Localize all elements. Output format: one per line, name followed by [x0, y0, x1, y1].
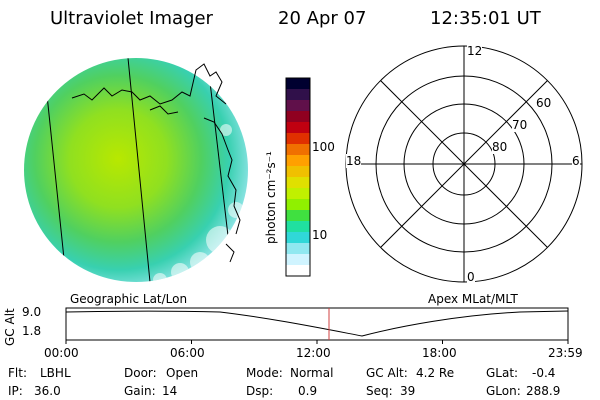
- footer-door-label: Door:: [124, 366, 157, 380]
- colorbar-stripe: [286, 89, 310, 101]
- timeline-xtick-2359: 23:59: [548, 346, 583, 360]
- timeline-xtick-0600: 06:00: [170, 346, 205, 360]
- colorbar-stripe: [286, 232, 310, 244]
- footer-mode-value: Normal: [290, 366, 334, 380]
- timeline-xtick-1200: 12:00: [296, 346, 331, 360]
- footer-dsp-label: Dsp:: [246, 384, 274, 398]
- date-label: 20 Apr 07: [278, 8, 367, 29]
- colorbar-stripe: [286, 111, 310, 123]
- footer-glon-value: 288.9: [526, 384, 561, 398]
- footer-gcalt-value: 4.2 Re: [416, 366, 455, 380]
- polar-label-left: 18: [346, 154, 362, 168]
- colorbar-stripe: [286, 221, 310, 233]
- polar-label-right: 6: [572, 154, 580, 168]
- colorbar-stripe: [286, 155, 310, 167]
- timeline-left-title: Geographic Lat/Lon: [70, 292, 188, 306]
- footer-gain-value: 14: [162, 384, 178, 398]
- timeline-ytick-low: 1.8: [22, 324, 42, 338]
- colorbar-stripe: [286, 78, 310, 90]
- footer-seq-label: Seq:: [366, 384, 393, 398]
- footer-glon-label: GLon:: [486, 384, 521, 398]
- colorbar-tick-100: 100: [312, 140, 335, 154]
- polar-diagonal-2: [380, 80, 548, 248]
- timeline-xtick-0000: 00:00: [44, 346, 79, 360]
- colorbar-stripe: [286, 265, 310, 277]
- polar-lat-60: 60: [536, 96, 552, 110]
- footer-gcalt-label: GC Alt:: [366, 366, 408, 380]
- footer-glat-label: GLat:: [486, 366, 519, 380]
- colorbar: [285, 77, 311, 277]
- footer-flt-value: LBHL: [40, 366, 71, 380]
- footer-ip-value: 36.0: [34, 384, 61, 398]
- timeline-xtick-1800: 18:00: [422, 346, 457, 360]
- colorbar-stripe: [286, 100, 310, 112]
- earth-disk: [24, 58, 248, 282]
- footer-door-value: Open: [166, 366, 199, 380]
- colorbar-stripe: [286, 144, 310, 156]
- timeline-ytick-high: 9.0: [22, 305, 42, 319]
- colorbar-stripe: [286, 199, 310, 211]
- timeline-frame: [65, 307, 569, 341]
- polar-label-top: 12: [467, 44, 483, 58]
- altitude-curve: [65, 310, 569, 337]
- colorbar-stripe: [286, 210, 310, 222]
- colorbar-stripe: [286, 177, 310, 189]
- timeline-right-title: Apex MLat/MLT: [428, 292, 518, 306]
- colorbar-stripe: [286, 254, 310, 266]
- footer-dsp-value: 0.9: [298, 384, 318, 398]
- time-label: 12:35:01 UT: [430, 8, 541, 29]
- colorbar-stripe: [286, 188, 310, 200]
- footer-gain-label: Gain:: [124, 384, 156, 398]
- colorbar-stripe: [286, 166, 310, 178]
- coastlines: [71, 63, 241, 263]
- timeline-x-ticks: [65, 340, 569, 344]
- instrument-title: Ultraviolet Imager: [50, 8, 213, 29]
- colorbar-stripe: [286, 122, 310, 134]
- footer-flt-label: Flt:: [8, 366, 27, 380]
- colorbar-stripe: [286, 243, 310, 255]
- colorbar-stripe: [286, 133, 310, 145]
- polar-label-bottom: 0: [467, 270, 475, 284]
- footer-seq-value: 39: [400, 384, 416, 398]
- polar-lat-80: 80: [492, 140, 508, 154]
- footer-glat-value: -0.4: [532, 366, 556, 380]
- footer-ip-label: IP:: [8, 384, 23, 398]
- polar-lat-70: 70: [512, 118, 528, 132]
- footer-mode-label: Mode:: [246, 366, 283, 380]
- colorbar-tick-10: 10: [312, 228, 328, 242]
